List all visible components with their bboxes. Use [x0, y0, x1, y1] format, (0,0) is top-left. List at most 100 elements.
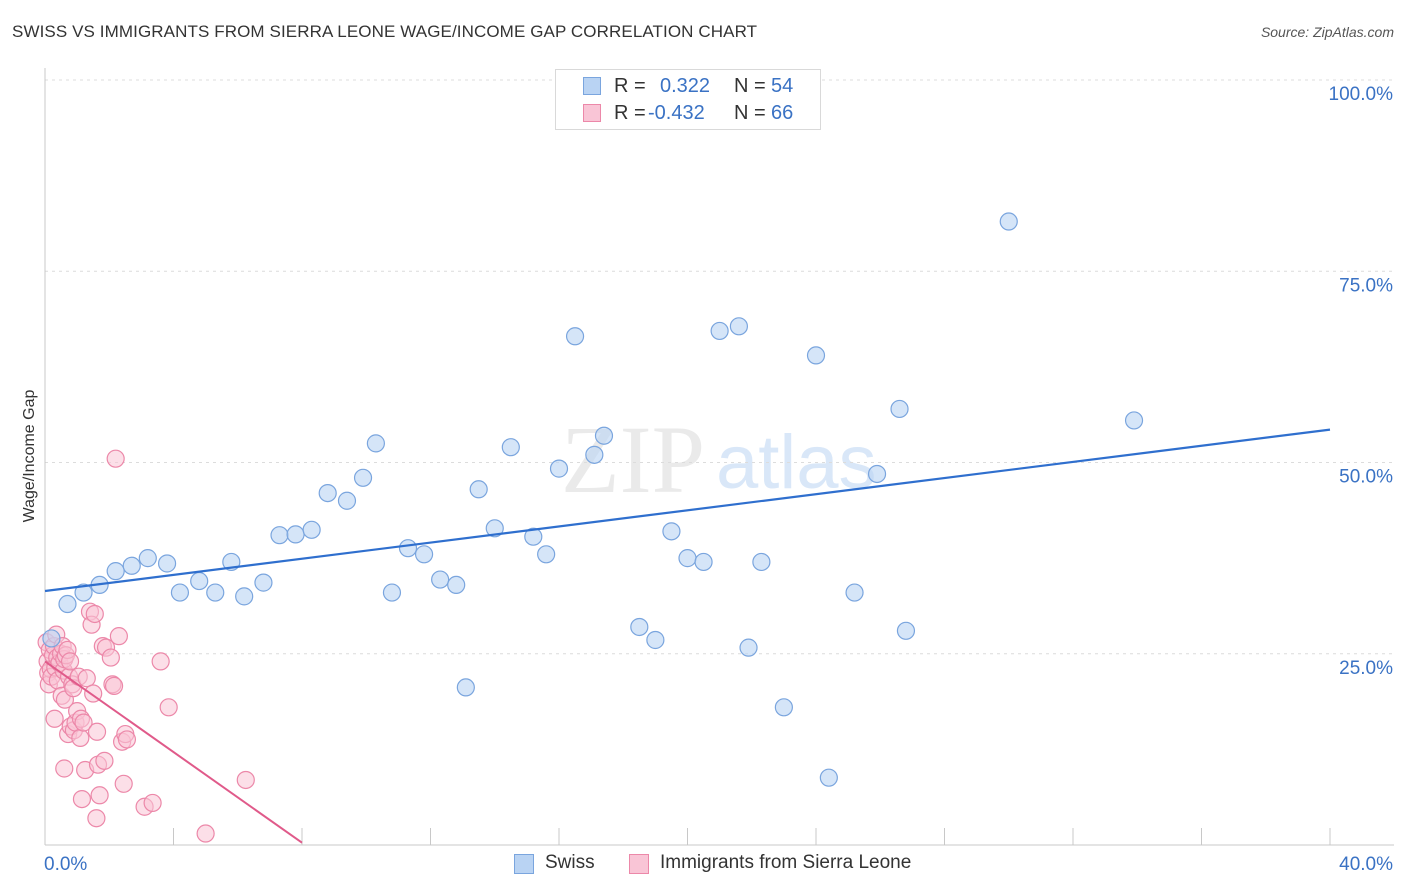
swiss-point — [774, 698, 793, 717]
correlation-legend: R = 0.322 N = 54 R = -0.432 N = 66 — [555, 69, 821, 130]
legend-row-sierra-leone: R = -0.432 N = 66 — [556, 101, 820, 127]
swiss-point — [739, 638, 758, 657]
swiss-point — [254, 573, 273, 592]
swiss-point — [752, 552, 771, 572]
sierra-leone-point — [236, 770, 255, 790]
legend-row-swiss: R = 0.322 N = 54 — [556, 74, 820, 100]
sierra-leone-point — [114, 774, 133, 793]
swiss-point — [662, 522, 681, 541]
swiss-point — [270, 526, 289, 545]
swiss-point — [366, 434, 385, 453]
swiss-point — [337, 491, 357, 510]
sierra-leone-point — [117, 730, 137, 749]
swiss-point — [122, 556, 141, 575]
swiss-swatch — [583, 77, 601, 95]
sierra-leone-trend-line — [44, 660, 303, 844]
swiss-point — [353, 468, 373, 487]
swiss-point — [447, 575, 466, 595]
x-tick-labels: 0.0% 40.0% — [44, 854, 1393, 875]
y-tick-label: 25.0% — [1339, 658, 1393, 679]
watermark: ZIP atlas — [561, 406, 877, 513]
swiss-point — [398, 539, 418, 558]
chart-title: SWISS VS IMMIGRANTS FROM SIERRA LEONE WA… — [12, 22, 758, 41]
axes — [44, 68, 1394, 846]
swiss-point — [58, 594, 77, 614]
x-tick-label-min: 0.0% — [44, 854, 87, 875]
sierra-leone-point — [87, 809, 106, 828]
swiss-point — [890, 399, 909, 419]
y-axis-title: Wage/Income Gap — [21, 390, 38, 523]
swiss-point — [485, 519, 504, 538]
swiss-point — [537, 545, 556, 564]
y-tick-label: 50.0% — [1339, 467, 1393, 488]
swiss-point — [206, 583, 225, 602]
series-sierra-leone-points — [37, 449, 255, 843]
sierra-leone-point — [143, 793, 162, 813]
swiss-point — [867, 464, 887, 484]
gridlines — [45, 79, 1394, 655]
legend-label-sierra-leone: Immigrants from Sierra Leone — [660, 852, 912, 873]
watermark-zip: ZIP — [561, 406, 705, 513]
swiss-point — [74, 583, 93, 602]
sierra-leone-swatch — [629, 854, 649, 874]
legend-label-swiss: Swiss — [545, 852, 595, 873]
swiss-point — [694, 552, 713, 572]
swiss-point — [106, 562, 125, 581]
swiss-point — [710, 321, 729, 341]
sierra-leone-point — [159, 698, 178, 717]
sierra-leone-point — [60, 652, 80, 671]
swiss-point — [565, 327, 585, 346]
swiss-point — [456, 678, 475, 697]
swiss-point — [678, 549, 697, 568]
swiss-point — [806, 346, 826, 365]
swiss-point — [630, 617, 649, 637]
swiss-point — [549, 459, 569, 478]
sierra-leone-point — [55, 759, 74, 778]
sierra-leone-point — [104, 676, 124, 695]
n-value: 66 — [771, 102, 794, 124]
r-label: R = — [614, 75, 646, 97]
swiss-point — [157, 554, 177, 573]
n-label: N = — [734, 75, 766, 97]
swiss-point — [286, 525, 305, 544]
r-value: -0.432 — [648, 102, 705, 124]
y-tick-label: 100.0% — [1329, 84, 1394, 105]
swiss-point — [845, 583, 864, 602]
source-label: Source: ZipAtlas.com — [1260, 24, 1394, 40]
swiss-point — [170, 583, 190, 602]
sierra-leone-point — [77, 669, 96, 688]
swiss-point — [42, 629, 61, 648]
swiss-point — [585, 445, 604, 464]
series-swiss-points — [42, 212, 1144, 787]
sierra-leone-point — [101, 648, 120, 667]
y-tick-label: 75.0% — [1339, 275, 1393, 296]
swiss-point — [524, 527, 543, 546]
swiss-point — [819, 768, 838, 787]
sierra-leone-point — [95, 751, 114, 770]
sierra-leone-point — [72, 789, 92, 809]
sierra-leone-point — [109, 627, 128, 646]
swiss-point — [302, 520, 321, 539]
swiss-point — [1124, 411, 1144, 430]
swiss-point — [729, 317, 749, 336]
swiss-point — [382, 583, 402, 602]
swiss-point — [414, 545, 434, 564]
sierra-leone-point — [71, 728, 90, 748]
swiss-point — [431, 570, 450, 589]
sierra-leone-point — [90, 786, 109, 805]
sierra-leone-point — [106, 449, 125, 468]
swiss-trend-line — [44, 428, 1331, 593]
swiss-point — [469, 480, 488, 499]
x-tick-label-max: 40.0% — [1339, 854, 1393, 875]
swiss-point — [138, 549, 157, 568]
swiss-point — [501, 438, 520, 457]
sierra-leone-swatch — [583, 104, 601, 122]
sierra-leone-point — [85, 604, 104, 624]
swiss-point — [190, 571, 209, 591]
trend-lines — [44, 428, 1331, 844]
swiss-point — [235, 587, 254, 606]
x-ticks — [173, 828, 1331, 845]
swiss-point — [999, 212, 1018, 231]
sierra-leone-point — [196, 824, 215, 843]
